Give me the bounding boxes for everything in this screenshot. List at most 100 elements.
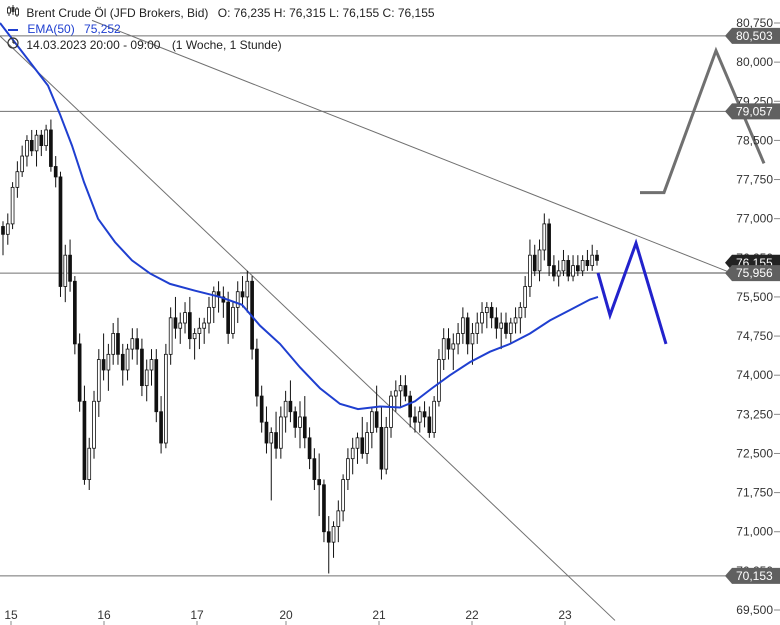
- candle-body: [116, 333, 120, 355]
- candle-body: [178, 322, 183, 329]
- candle-body: [370, 411, 374, 433]
- candle-body: [580, 260, 585, 272]
- candle-body: [187, 312, 192, 340]
- x-tick-label: 21: [372, 608, 386, 622]
- candle-body: [106, 353, 111, 371]
- candle-body: [552, 265, 556, 277]
- candle-body: [571, 265, 575, 277]
- candle-body: [144, 369, 149, 387]
- x-tick-label: 17: [190, 608, 204, 622]
- candle-body: [528, 254, 532, 287]
- candle-body: [408, 395, 413, 418]
- candle-body: [231, 306, 235, 334]
- candle-body: [211, 291, 216, 308]
- candle-body: [73, 280, 77, 345]
- price-tag: 75,956: [725, 265, 780, 282]
- x-axis: 15 16 17 20 21 22 23: [4, 608, 572, 625]
- candle-body: [264, 421, 269, 444]
- candle-body: [240, 291, 245, 298]
- legend-ema-row: EMA(50) 75,252: [6, 21, 121, 37]
- candle-body: [456, 333, 460, 345]
- projection-path: [640, 46, 766, 195]
- candle-body: [336, 510, 341, 527]
- candle-body: [29, 139, 34, 152]
- ema-value: 75,252: [84, 22, 121, 36]
- price-tag-label: 79,057: [736, 104, 773, 118]
- candle-body: [192, 333, 197, 340]
- price-tag-shape: [725, 103, 780, 120]
- x-tick-label: 15: [4, 608, 18, 622]
- candle-body: [413, 416, 417, 423]
- candle-body: [437, 359, 441, 402]
- candle-body: [15, 171, 20, 188]
- candle-body: [259, 395, 264, 423]
- instrument-title: Brent Crude Öl (JFD Brokers, Bid): [26, 6, 209, 20]
- ohlc-values: O: 76,235 H: 76,315 L: 76,155 C: 76,155: [217, 6, 435, 20]
- price-tag-label: 80,503: [736, 29, 773, 43]
- y-tick-label: 69,500: [736, 603, 773, 617]
- candle-body: [465, 317, 470, 345]
- price-tag: 79,057: [725, 103, 780, 120]
- candle-body: [475, 322, 480, 334]
- candle-body: [427, 416, 432, 433]
- legend-range-row: 14.03.2023 20:00 - 09:00 (1 Woche, 1 Stu…: [6, 37, 282, 53]
- candle-body: [140, 348, 144, 387]
- y-tick-label: 71,750: [736, 486, 773, 500]
- candle-body: [154, 359, 159, 413]
- candle-body: [346, 458, 350, 480]
- candle-body: [379, 426, 384, 470]
- candle-body: [393, 390, 398, 397]
- candle-body: [125, 348, 130, 371]
- ema50-line: [0, 22, 599, 411]
- candle-body: [302, 416, 307, 439]
- candle-body: [235, 291, 240, 308]
- candle-body: [561, 260, 566, 272]
- candle-body: [532, 254, 537, 272]
- candle-body: [590, 254, 595, 267]
- x-tick-label: 22: [465, 608, 479, 622]
- candle-body: [595, 254, 599, 261]
- candle-body: [164, 353, 168, 444]
- candle-body: [34, 134, 39, 152]
- candle-body: [245, 280, 250, 298]
- candle-body: [279, 416, 283, 449]
- candle-body: [63, 254, 68, 287]
- candle-body: [44, 129, 48, 147]
- candle-body: [585, 260, 590, 267]
- candle-body: [360, 437, 365, 454]
- candle-body: [365, 432, 369, 454]
- candle-body: [87, 447, 92, 480]
- candle-body: [58, 176, 63, 287]
- candles: [1, 119, 599, 574]
- candle-body: [226, 301, 230, 334]
- candle-body: [101, 359, 106, 371]
- price-tag-shape: [725, 27, 780, 44]
- trend-line: [91, 19, 731, 273]
- price-tag: 80,503: [725, 27, 780, 44]
- candle-body: [403, 385, 408, 397]
- candle-body: [350, 447, 355, 460]
- price-tag-shape: [725, 567, 780, 584]
- candle-body: [111, 333, 116, 355]
- candle-body: [298, 416, 302, 428]
- candle-body: [207, 306, 211, 324]
- y-tick-label: 75,500: [736, 290, 773, 304]
- candle-body: [451, 343, 456, 350]
- candle-body: [25, 139, 29, 157]
- candle-body: [10, 186, 15, 225]
- candle-body: [288, 400, 293, 413]
- candle-body: [77, 343, 82, 402]
- price-tag-label: 75,956: [736, 266, 773, 280]
- candle-body: [547, 223, 551, 267]
- trend-lines: [0, 19, 731, 621]
- candle-body: [283, 400, 288, 418]
- y-tick-label: 71,000: [736, 525, 773, 539]
- candle-body: [576, 265, 580, 272]
- x-tick-label: 23: [558, 608, 572, 622]
- price-tag-shape: [725, 265, 780, 282]
- candle-body: [322, 484, 326, 533]
- candle-body: [269, 432, 274, 444]
- candle-body: [513, 317, 518, 324]
- candlestick-icon: [6, 5, 20, 21]
